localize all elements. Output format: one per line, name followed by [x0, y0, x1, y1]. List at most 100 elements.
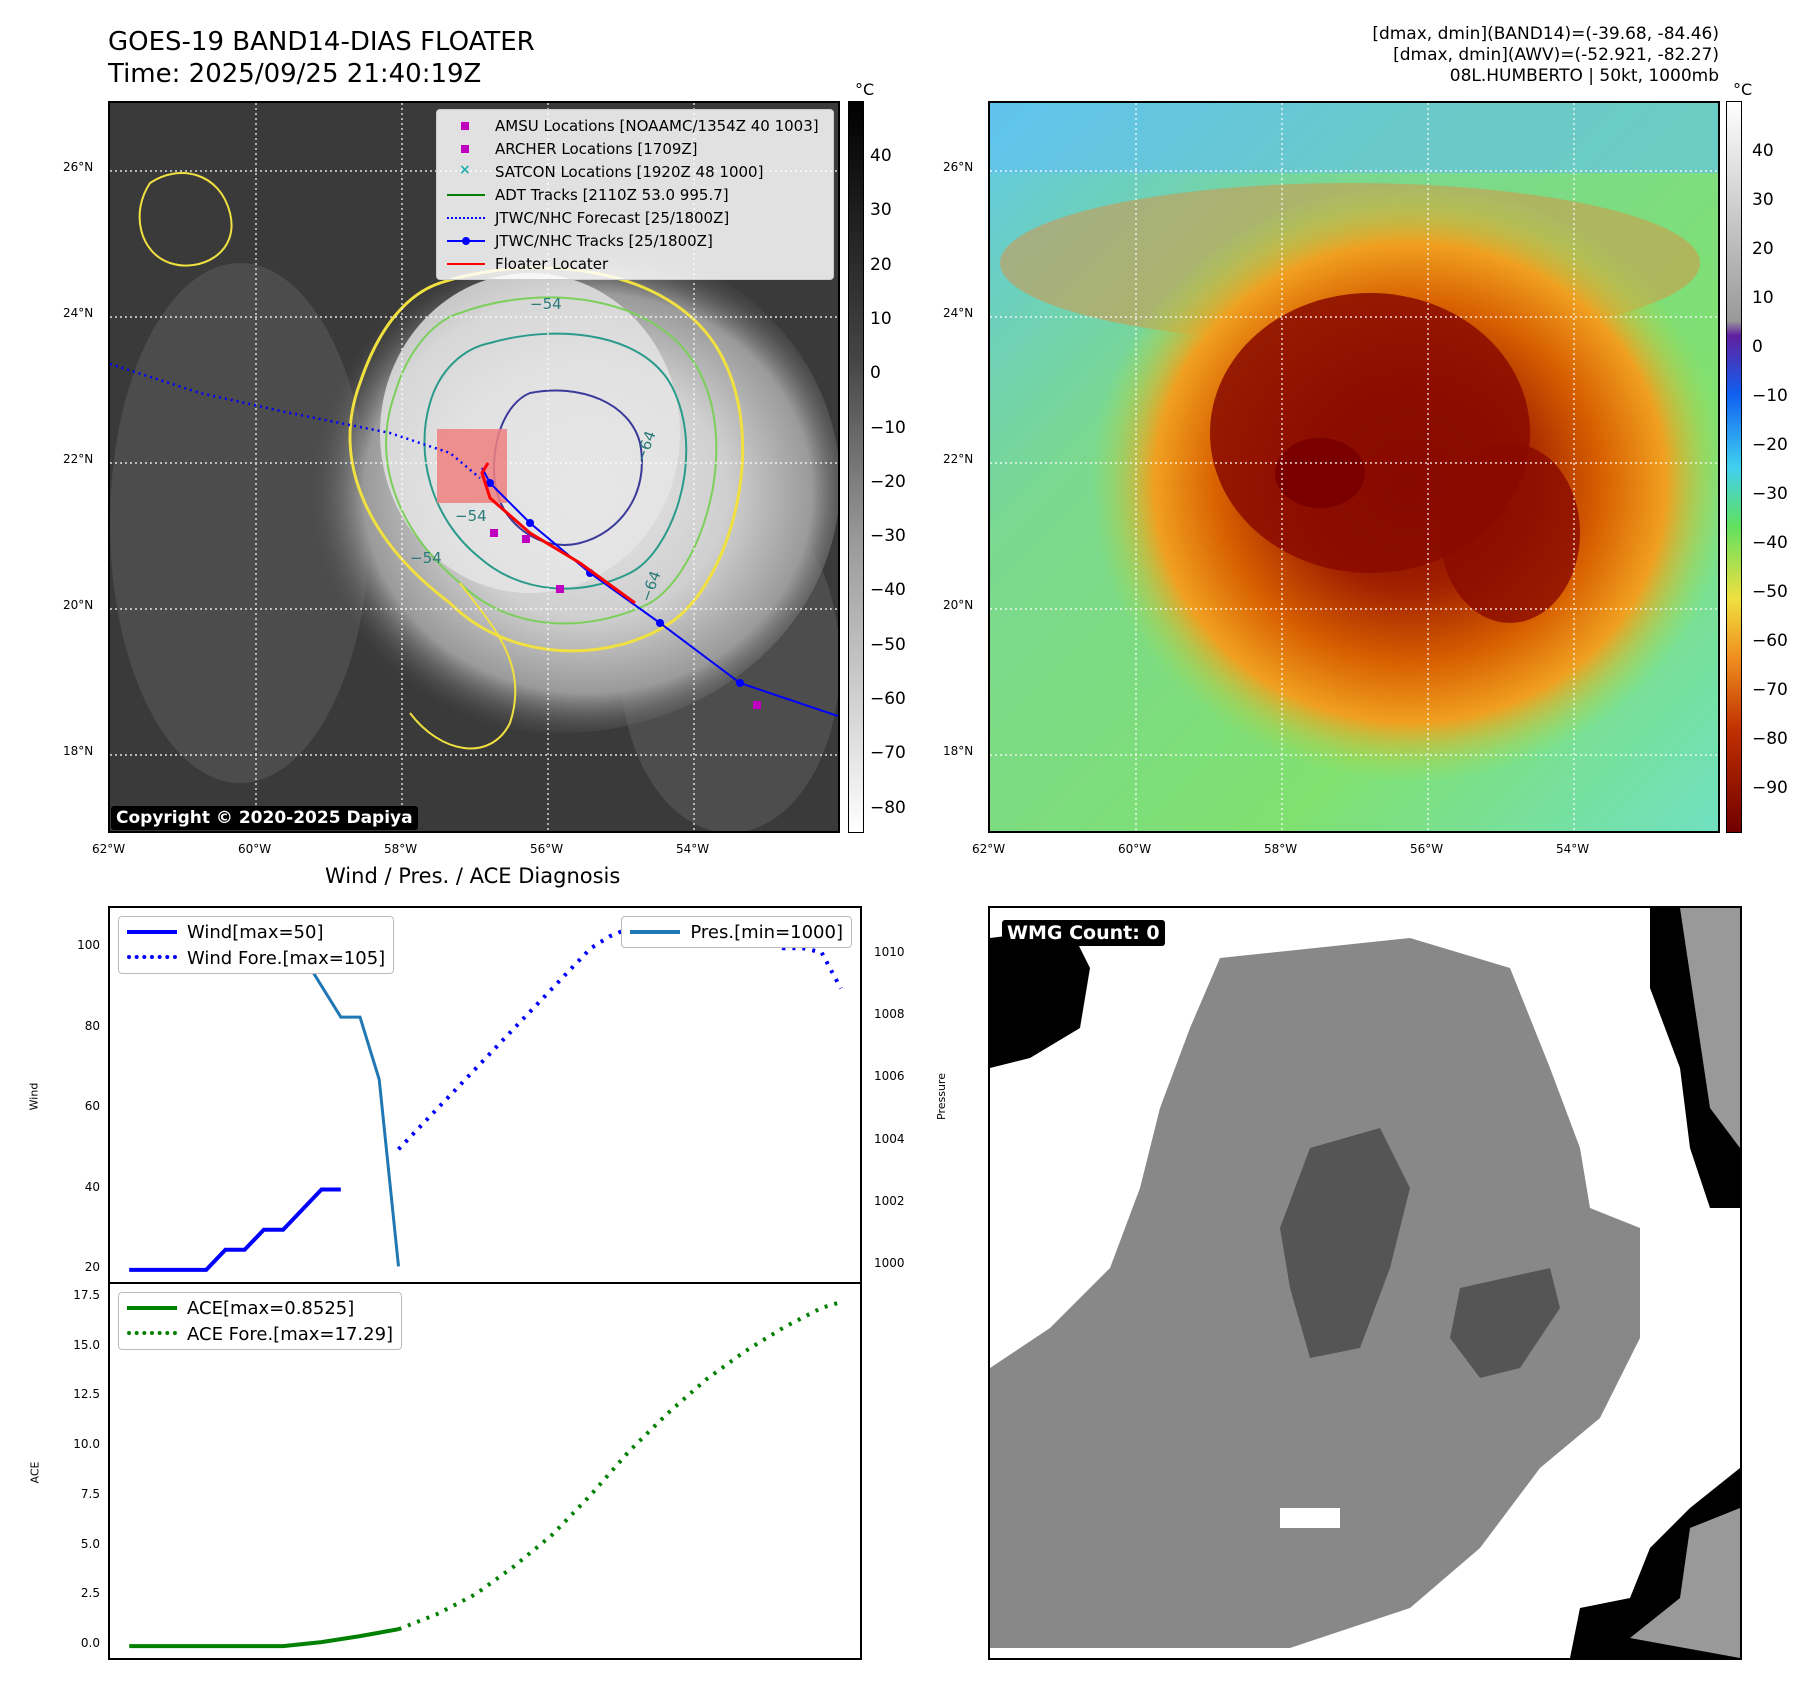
lon-label: 54°W	[676, 842, 710, 856]
wind-forecast-line	[397, 926, 843, 1151]
colorbar-tick-label: 40	[870, 146, 892, 166]
wind-legend: Wind[max=50] Wind Fore.[max=105]	[118, 916, 395, 974]
legend-archer: ARCHER Locations [1709Z]	[445, 137, 825, 160]
lat-label: 18°N	[63, 744, 94, 758]
ir-map-panel: −54 −54 −54 −64 −64 AMSU Locations [NOAA…	[108, 101, 840, 833]
lat-label: 20°N	[943, 598, 974, 612]
contour-label: −54	[410, 549, 442, 567]
map-legend: AMSU Locations [NOAAMC/1354Z 40 1003] AR…	[436, 109, 834, 280]
lon-label: 60°W	[1118, 842, 1152, 856]
ace-forecast-line	[397, 1300, 842, 1632]
colorbar-tick-label: −40	[870, 580, 906, 601]
lat-label: 20°N	[63, 598, 94, 612]
legend-floater: Floater Locater	[445, 252, 825, 275]
colorbar-tick-label: 20	[870, 254, 892, 275]
wind-pressure-chart: Wind[max=50] Wind Fore.[max=105] Pres.[m…	[108, 906, 862, 1284]
axis-tick-label: 0.0	[80, 1636, 100, 1651]
awv-map-image	[990, 103, 1718, 831]
awv-map-panel	[988, 101, 1720, 833]
axis-tick-label: 40	[84, 1179, 100, 1194]
lat-label: 26°N	[943, 160, 974, 174]
colorbar-tick-label: −70	[870, 743, 906, 764]
ace-chart: ACE[max=0.8525] ACE Fore.[max=17.29]	[108, 1282, 862, 1660]
lon-label: 56°W	[1410, 842, 1444, 856]
wind-legend-item: Wind[max=50]	[187, 921, 324, 943]
colorbar-tick-label: −30	[1752, 484, 1788, 504]
lat-label: 22°N	[63, 452, 94, 466]
axis-tick-label: 20	[84, 1259, 100, 1274]
colorbar-tick-label: −30	[870, 526, 906, 547]
lat-label: 18°N	[943, 744, 974, 758]
colorbar-unit: °C	[1733, 80, 1753, 99]
colorbar-tick-label: 10	[870, 308, 892, 329]
legend-satcon: × SATCON Locations [1920Z 48 1000]	[459, 161, 764, 181]
axis-tick-label: 1002	[874, 1194, 905, 1209]
copyright: Copyright © 2020-2025 Dapiya	[111, 806, 418, 830]
colorbar-tick-label: −10	[870, 417, 906, 438]
colorbar-tick-label: 30	[870, 200, 892, 221]
lon-label: 56°W	[530, 842, 564, 856]
pressure-legend-item: Pres.[min=1000]	[690, 921, 843, 943]
axis-tick-label: 60	[84, 1099, 100, 1114]
wmg-panel: WMG Count: 0	[988, 906, 1742, 1660]
colorbar-tick-label: −60	[1752, 631, 1788, 651]
wind-line	[129, 1187, 341, 1272]
colorbar-tick-label: 0	[870, 363, 881, 384]
colorbar-tick-label: −20	[870, 471, 906, 492]
axis-tick-label: 1006	[874, 1069, 905, 1084]
axis-tick-label: 12.5	[73, 1387, 100, 1402]
colorbar-tick-label: 0	[1752, 337, 1763, 357]
contour-label: −54	[455, 507, 487, 525]
lat-label: 26°N	[63, 160, 94, 174]
axis-tick-label: 100	[77, 938, 100, 953]
colorbar-tick-label: −10	[1752, 386, 1788, 406]
awv-colorbar	[1726, 101, 1742, 833]
lat-label: 24°N	[63, 306, 94, 320]
colorbar-tick-label: −60	[870, 689, 906, 709]
lon-label: 58°W	[384, 842, 418, 856]
ace-line	[129, 1627, 399, 1649]
lon-label: 60°W	[238, 842, 272, 856]
axis-tick-label: 80	[84, 1018, 100, 1033]
diagnosis-title: Wind / Pres. / ACE Diagnosis	[325, 864, 621, 888]
colorbar-tick-label: −50	[1752, 582, 1788, 602]
stats-line2: [dmax, dmin](AWV)=(-52.921, -82.27)	[1393, 45, 1719, 65]
colorbar-unit: °C	[855, 80, 875, 99]
axis-tick-label: 15.0	[73, 1337, 100, 1352]
colorbar-tick-label: −70	[1752, 680, 1788, 700]
ace-plot	[129, 1300, 842, 1649]
lon-label: 62°W	[92, 842, 126, 856]
wind-axis-label: Wind	[27, 1082, 41, 1111]
axis-tick-label: 5.0	[80, 1536, 100, 1551]
ace-fore-legend-item: ACE Fore.[max=17.29]	[187, 1323, 394, 1345]
ace-legend: ACE[max=0.8525] ACE Fore.[max=17.29]	[118, 1292, 403, 1350]
ir-colorbar	[848, 101, 864, 833]
lat-label: 24°N	[943, 306, 974, 320]
main-title-line2: Time: 2025/09/25 21:40:19Z	[108, 59, 482, 89]
contour-label: −54	[530, 295, 562, 313]
legend-forecast: JTWC/NHC Forecast [25/1800Z]	[445, 206, 825, 229]
axis-tick-label: 1004	[874, 1131, 905, 1146]
wmg-count-label: WMG Count: 0	[1002, 920, 1165, 946]
lon-label: 62°W	[972, 842, 1006, 856]
colorbar-tick-label: 30	[1752, 190, 1774, 210]
axis-tick-label: 2.5	[80, 1586, 100, 1601]
axis-tick-label: 1000	[874, 1256, 905, 1271]
lon-label: 58°W	[1264, 842, 1298, 856]
stats-line1: [dmax, dmin](BAND14)=(-39.68, -84.46)	[1372, 24, 1719, 44]
legend-adt: ADT Tracks [2110Z 53.0 995.7]	[445, 183, 825, 206]
axis-tick-label: 17.5	[73, 1287, 100, 1302]
pressure-axis-label: Pressure	[934, 1073, 948, 1120]
lat-label: 22°N	[943, 452, 974, 466]
colorbar-tick-label: −40	[1752, 533, 1788, 553]
colorbar-tick-label: −50	[870, 634, 906, 655]
colorbar-tick-label: 40	[1752, 141, 1774, 161]
colorbar-tick-label: −80	[870, 797, 906, 818]
axis-tick-label: 7.5	[80, 1486, 100, 1501]
ace-legend-item: ACE[max=0.8525]	[187, 1297, 355, 1319]
colorbar-tick-label: −90	[1752, 778, 1788, 798]
axis-tick-label: 1008	[874, 1007, 905, 1022]
legend-track: JTWC/NHC Tracks [25/1800Z]	[445, 229, 825, 252]
axis-tick-label: 10.0	[73, 1437, 100, 1452]
colorbar-tick-label: −80	[1752, 729, 1788, 749]
